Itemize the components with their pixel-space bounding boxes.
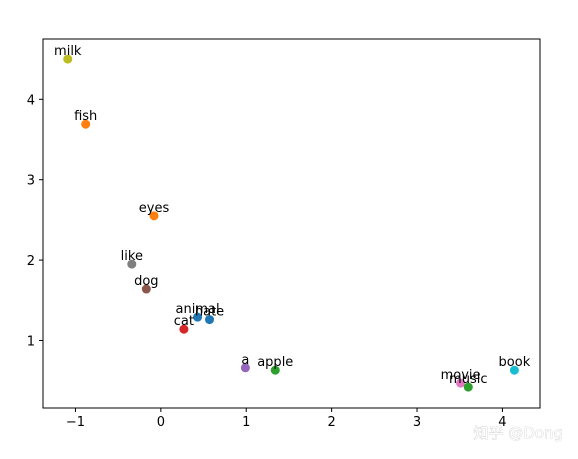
point-label-hate: hate	[195, 305, 224, 320]
point-label-cat: cat	[174, 314, 194, 329]
point-label-like: like	[121, 249, 143, 264]
point-label-milk: milk	[54, 44, 82, 59]
scatter-point-milk	[63, 54, 73, 64]
x-tick-label: 0	[157, 415, 165, 430]
scatter-point-animal	[193, 312, 203, 322]
scatter-point-book	[509, 365, 519, 375]
scatter-point-hate	[205, 315, 215, 325]
point-label-book: book	[499, 355, 531, 370]
point-label-movie: movie	[441, 368, 481, 383]
y-tick-label: 2	[27, 254, 35, 269]
scatter-point-music	[463, 382, 473, 392]
point-label-dog: dog	[134, 274, 158, 289]
y-tick-label: 4	[27, 93, 35, 108]
point-label-apple: apple	[257, 355, 293, 370]
point-label-fish: fish	[74, 109, 97, 124]
x-tick-label: 4	[498, 415, 506, 430]
point-label-eyes: eyes	[139, 201, 170, 216]
point-label-a: a	[241, 353, 249, 368]
point-label-music: music	[449, 372, 487, 387]
plot-area: −1 0 1 2 3 4 1 2 3 4 milk fish eyes like dog animalhate…	[27, 38, 541, 430]
x-tick-label: −1	[66, 415, 85, 430]
scatter-point-apple	[270, 365, 280, 375]
scatter-point-movie	[456, 378, 466, 388]
scatter-point-dog	[141, 284, 151, 294]
scatter-point-eyes	[149, 211, 159, 221]
point-label-animal: animal	[176, 302, 220, 317]
scatter-point-a	[240, 363, 250, 373]
x-tick-label: 1	[242, 415, 250, 430]
x-tick-label: 3	[413, 415, 421, 430]
y-tick-label: 3	[27, 174, 35, 189]
y-tick-label: 1	[27, 334, 35, 349]
scatter-point-cat	[179, 324, 189, 334]
scatter-point-like	[127, 259, 137, 269]
watermark-text: 知乎 @Dong	[473, 424, 563, 442]
scatter-point-fish	[81, 119, 91, 129]
axes-frame	[42, 38, 541, 409]
x-tick-label: 2	[327, 415, 335, 430]
